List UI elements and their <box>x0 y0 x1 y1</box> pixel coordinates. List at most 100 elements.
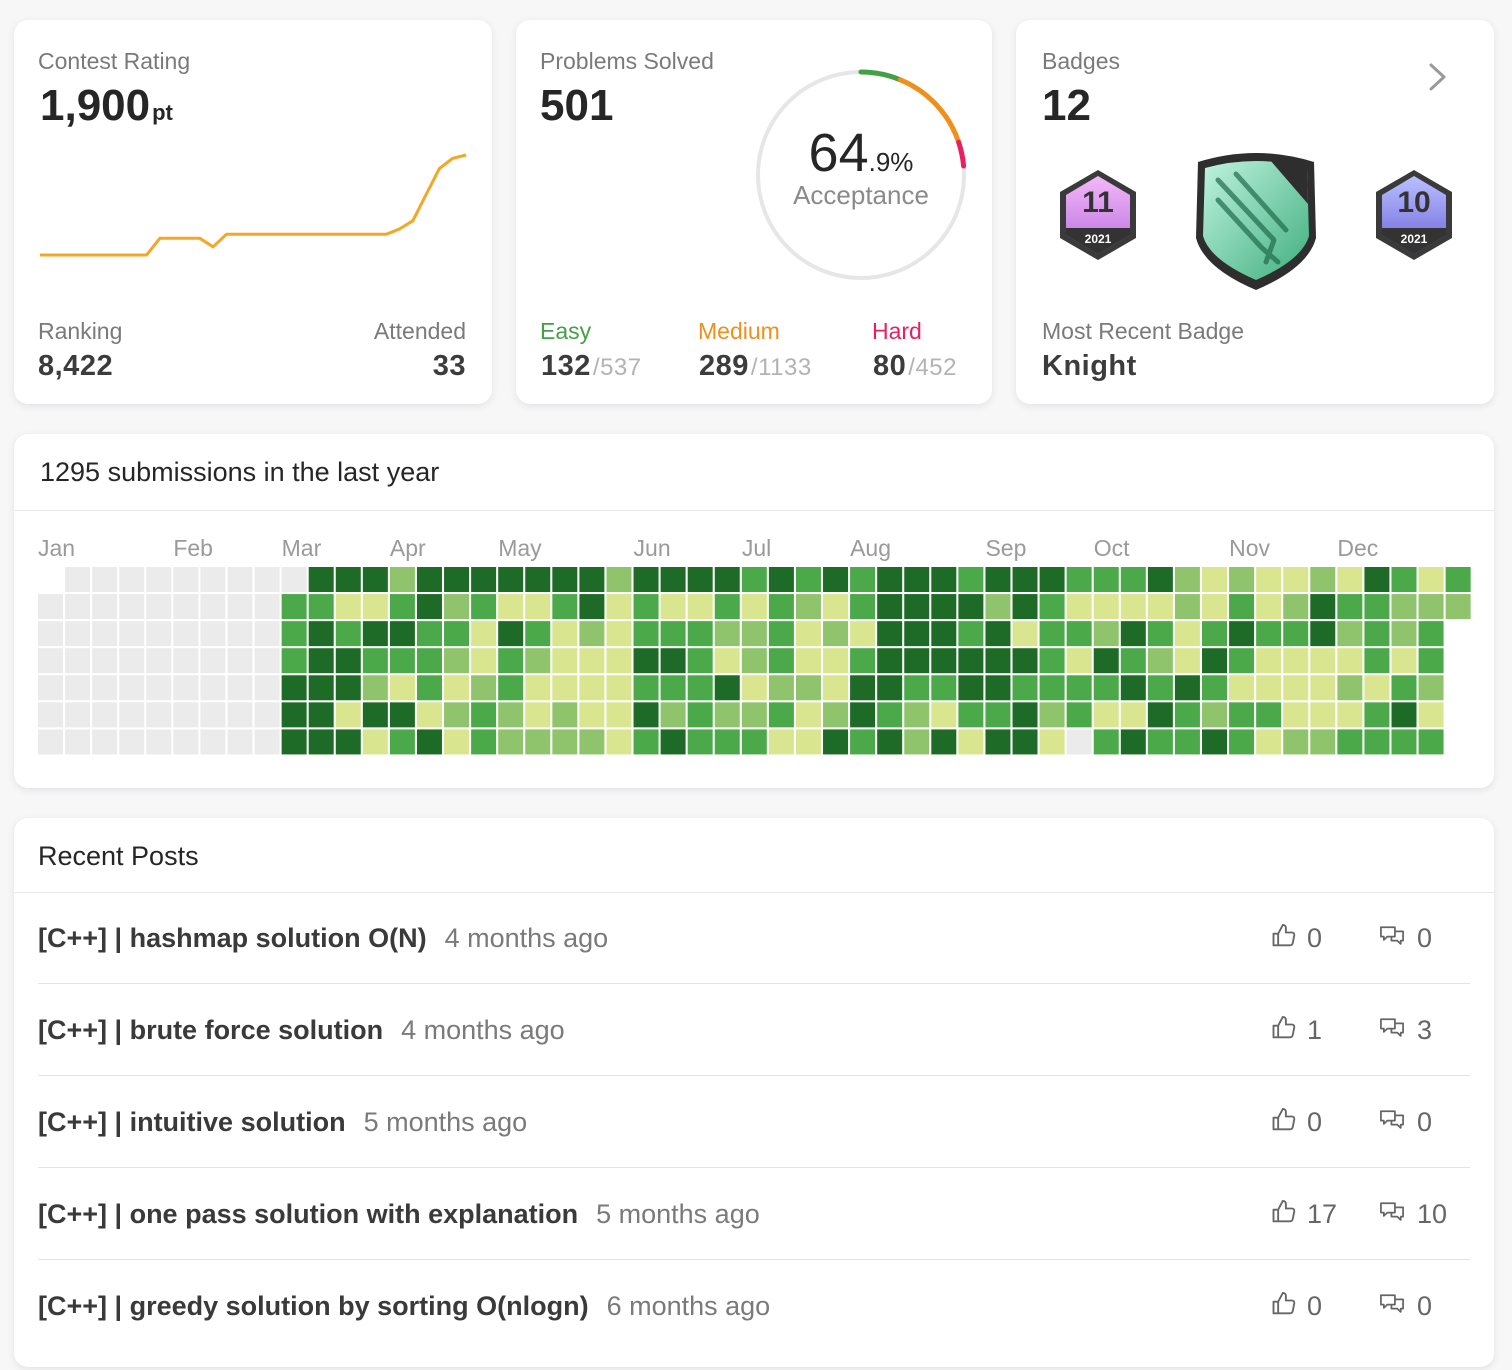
heatmap-cell <box>416 648 442 674</box>
heatmap-cell <box>65 567 91 592</box>
post-title[interactable]: [C++] | brute force solution <box>38 1014 384 1045</box>
heatmap-cell <box>1337 702 1363 728</box>
heatmap-cell <box>1337 648 1363 674</box>
like-icon[interactable] <box>1270 922 1298 950</box>
post-title[interactable]: [C++] | one pass solution with explanati… <box>38 1198 579 1229</box>
heatmap-cell <box>904 648 930 674</box>
heatmap-cell <box>768 567 794 592</box>
heatmap-cell <box>877 648 903 674</box>
badge-year: 2021 <box>1401 232 1428 246</box>
heatmap-cell <box>335 675 361 701</box>
heatmap-cell <box>200 567 226 592</box>
like-icon[interactable] <box>1270 1198 1298 1226</box>
post-row[interactable]: [C++] | brute force solution 4 months ago <box>38 1014 565 1046</box>
comment-icon[interactable] <box>1378 1198 1406 1226</box>
badges-chevron[interactable] <box>1426 62 1450 92</box>
heatmap-cell <box>389 648 415 674</box>
heatmap-cell <box>335 567 361 592</box>
heatmap-cell <box>552 567 578 592</box>
heatmap-cell <box>741 702 767 728</box>
heatmap-cell <box>254 594 280 620</box>
heatmap-cell <box>768 648 794 674</box>
acceptance-fraction: .9% <box>868 147 914 177</box>
heatmap-cell <box>1364 729 1390 755</box>
heatmap-cell <box>525 648 551 674</box>
heatmap-cell <box>1418 702 1444 728</box>
heatmap-cell <box>119 567 145 592</box>
heatmap-cell <box>579 567 605 592</box>
heatmap-cell <box>1202 648 1228 674</box>
like-icon[interactable] <box>1270 1014 1298 1042</box>
heatmap-cell <box>687 621 713 647</box>
heatmap-cell <box>1445 567 1471 592</box>
heatmap-cell <box>714 567 740 592</box>
heatmap-cell <box>498 729 524 755</box>
heatmap-cell <box>1418 567 1444 592</box>
heatmap-cell <box>850 729 876 755</box>
heatmap-cell <box>606 702 632 728</box>
badge-knight <box>1196 153 1316 290</box>
heatmap-cell <box>1174 621 1200 647</box>
badge: 10 2021 <box>1376 170 1452 260</box>
comment-icon[interactable] <box>1378 1290 1406 1318</box>
post-row[interactable]: [C++] | greedy solution by sorting O(nlo… <box>38 1290 770 1322</box>
comment-icon[interactable] <box>1378 922 1406 950</box>
heatmap-cell <box>606 594 632 620</box>
heatmap-cell <box>525 621 551 647</box>
heatmap-cell <box>416 675 442 701</box>
heatmap-cell <box>1391 567 1417 592</box>
heatmap-cell <box>1283 621 1309 647</box>
heatmap-cell <box>823 729 849 755</box>
heatmap-cell <box>281 594 307 620</box>
heatmap-cell <box>254 729 280 755</box>
heatmap-cell <box>119 621 145 647</box>
month-label: Apr <box>390 535 426 561</box>
heatmap-cell <box>281 702 307 728</box>
heatmap-cell <box>444 675 470 701</box>
post-title[interactable]: [C++] | hashmap solution O(N) <box>38 922 427 953</box>
heatmap-cell <box>471 594 497 620</box>
heatmap-cell <box>1093 567 1119 592</box>
heatmap-cell <box>904 594 930 620</box>
post-row[interactable]: [C++] | intuitive solution 5 months ago <box>38 1106 527 1138</box>
post-title[interactable]: [C++] | intuitive solution <box>38 1106 346 1137</box>
post-row[interactable]: [C++] | hashmap solution O(N) 4 months ag… <box>38 922 608 954</box>
total-count: 452 <box>915 354 957 381</box>
comment-icon[interactable] <box>1378 1106 1406 1134</box>
heatmap-cell <box>1174 567 1200 592</box>
heatmap-cell <box>633 594 659 620</box>
heatmap-cell <box>1337 594 1363 620</box>
heatmap-cell <box>850 648 876 674</box>
heatmap-cell <box>552 702 578 728</box>
like-icon[interactable] <box>1270 1290 1298 1318</box>
heatmap-cell <box>119 729 145 755</box>
heatmap-cell <box>1229 621 1255 647</box>
like-count: 0 <box>1307 923 1323 953</box>
comment-count: 10 <box>1417 1199 1448 1229</box>
heatmap-cell <box>200 729 226 755</box>
heatmap-cell <box>1364 567 1390 592</box>
heatmap-cell <box>904 702 930 728</box>
heatmap-cell <box>1174 648 1200 674</box>
post-row[interactable]: [C++] | one pass solution with explanati… <box>38 1198 760 1230</box>
heatmap-cell <box>931 675 957 701</box>
like-count: 17 <box>1307 1199 1338 1229</box>
heatmap-cell <box>1202 567 1228 592</box>
heatmap-cell <box>768 675 794 701</box>
heatmap-cell <box>471 675 497 701</box>
heatmap-cell <box>958 648 984 674</box>
heatmap-cell <box>444 567 470 592</box>
heatmap-cell <box>1337 675 1363 701</box>
heatmap-cell <box>985 594 1011 620</box>
comment-icon[interactable] <box>1378 1014 1406 1042</box>
heatmap-cell <box>92 621 118 647</box>
heatmap-cell <box>1364 648 1390 674</box>
icon-path <box>1380 1018 1404 1037</box>
heatmap-cell <box>1066 621 1092 647</box>
heatmap-cell <box>65 648 91 674</box>
heatmap-cell <box>958 702 984 728</box>
like-icon[interactable] <box>1270 1106 1298 1134</box>
post-title[interactable]: [C++] | greedy solution by sorting O(nlo… <box>38 1290 589 1321</box>
heatmap-cell <box>1093 729 1119 755</box>
heatmap-cell <box>308 594 334 620</box>
